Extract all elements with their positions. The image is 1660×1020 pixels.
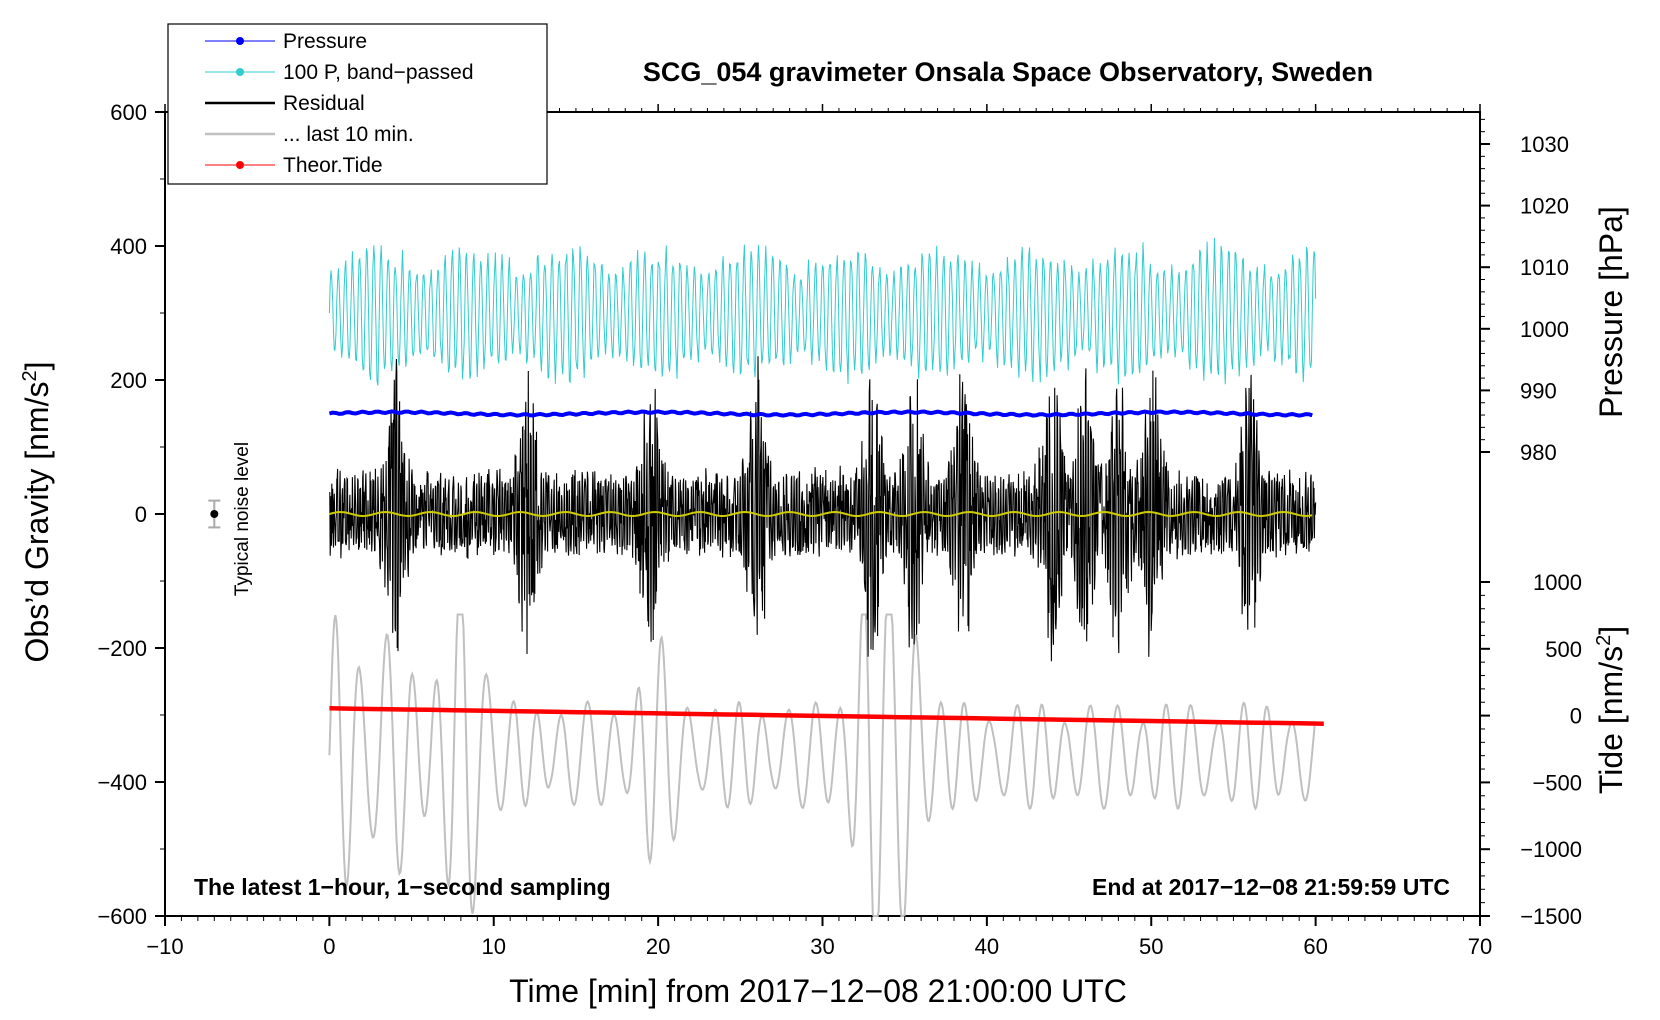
noise-level-label: Typical noise level xyxy=(232,442,253,596)
x-tick-label: 10 xyxy=(482,934,506,959)
pressure-tick-label: 990 xyxy=(1520,378,1557,403)
y-tick-label-left: −400 xyxy=(97,770,147,795)
legend: Pressure 100 P, band−passed Residual ... la… xyxy=(167,23,548,185)
y-axis-label-left-close: ] xyxy=(19,362,55,371)
y-axis-label-left-text: Obs’d Gravity [nm/s xyxy=(19,382,55,663)
series-residual-mean xyxy=(329,510,1313,518)
noise-level-dot xyxy=(210,510,219,518)
legend-label: ... last 10 min. xyxy=(283,123,414,146)
x-tick-label: 30 xyxy=(810,934,834,959)
x-tick-label: 40 xyxy=(975,934,999,959)
pressure-tick-label: 1000 xyxy=(1520,317,1569,342)
bottom-left-note: The latest 1−hour, 1−second sampling xyxy=(194,874,611,900)
legend-label: Theor.Tide xyxy=(283,154,383,177)
y-axis-label-left: Obs’d Gravity [nm/s2] xyxy=(19,362,55,663)
y-tick-label-left: 600 xyxy=(110,100,147,125)
y-tick-label-left: 400 xyxy=(110,234,147,259)
series-layer xyxy=(328,238,1324,917)
legend-marker xyxy=(236,68,244,76)
tide-tick-label: −1500 xyxy=(1520,904,1582,929)
legend-label: 100 P, band−passed xyxy=(283,61,474,84)
legend-marker xyxy=(236,161,244,169)
ticks-layer: −10 0 10 20 30 40 50 60 706004002000−200−400−600… xyxy=(97,100,1582,959)
legend-label: Pressure xyxy=(283,30,367,53)
pressure-tick-label: 1010 xyxy=(1520,255,1569,280)
x-axis-label: Time [min] from 2017−12−08 21:00:00 UTC xyxy=(509,973,1127,1009)
x-tick-label: 70 xyxy=(1468,934,1492,959)
y-axis-label-left-sup: 2 xyxy=(19,370,41,381)
pressure-tick-label: 980 xyxy=(1520,440,1557,465)
x-tick-label: 60 xyxy=(1303,934,1327,959)
chart-title: SCG_054 gravimeter Onsala Space Observat… xyxy=(643,57,1373,87)
series-band-passed xyxy=(328,238,1317,386)
legend-label: Residual xyxy=(283,92,365,115)
y-axis-label-pressure: Pressure [hPa] xyxy=(1593,206,1629,418)
y-axis-label-tide-sup: 2 xyxy=(1593,635,1615,646)
noise-level-indicator: Typical noise level xyxy=(208,442,253,596)
pressure-tick-label: 1030 xyxy=(1520,132,1569,157)
y-axis-label-tide-text: Tide [nm/s xyxy=(1593,646,1629,794)
tide-tick-label: 1000 xyxy=(1533,570,1582,595)
y-axis-label-tide-close: ] xyxy=(1593,626,1629,635)
x-tick-label: 20 xyxy=(646,934,670,959)
tide-tick-label: −500 xyxy=(1532,770,1582,795)
y-tick-label-left: 200 xyxy=(110,368,147,393)
legend-items: Pressure 100 P, band−passed Residual ... la… xyxy=(205,30,474,177)
x-tick-label: 50 xyxy=(1139,934,1163,959)
y-axis-label-tide: Tide [nm/s2] xyxy=(1593,626,1629,794)
y-tick-label-left: −200 xyxy=(97,636,147,661)
series-last-10-min xyxy=(328,613,1316,917)
tide-tick-label: −1000 xyxy=(1520,837,1582,862)
x-tick-label: 0 xyxy=(323,934,335,959)
bottom-right-note: End at 2017−12−08 21:59:59 UTC xyxy=(1092,874,1450,900)
legend-marker xyxy=(236,37,244,45)
y-tick-label-left: −600 xyxy=(97,904,147,929)
series-pressure xyxy=(328,409,1313,418)
x-tick-label: −10 xyxy=(146,934,183,959)
series-theor-tide xyxy=(329,706,1324,726)
series-residual xyxy=(328,356,1317,662)
y-tick-label-left: 0 xyxy=(135,502,147,527)
tide-tick-label: 500 xyxy=(1545,637,1582,662)
tide-tick-label: 0 xyxy=(1570,704,1582,729)
pressure-tick-label: 1020 xyxy=(1520,194,1569,219)
